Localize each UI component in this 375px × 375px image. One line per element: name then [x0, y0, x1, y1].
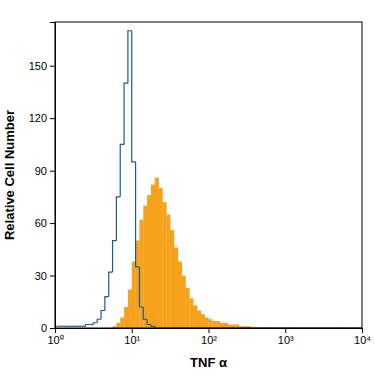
- y-axis-line: [50, 23, 56, 329]
- histogram-bar: [185, 288, 189, 328]
- histogram-step: [132, 31, 136, 162]
- histogram-bar: [216, 321, 220, 328]
- histogram-step: [86, 325, 90, 327]
- histogram-bar: [228, 325, 232, 328]
- histogram-bar: [209, 319, 213, 328]
- marks: [55, 31, 362, 328]
- histogram-bar: [120, 318, 124, 328]
- histogram-bar: [193, 305, 197, 328]
- y-tick: 120: [29, 112, 55, 124]
- histogram-bar: [235, 325, 239, 328]
- histogram-step: [78, 326, 82, 327]
- histogram-step: [136, 162, 140, 267]
- histogram-bar: [170, 230, 174, 328]
- y-tick: 90: [35, 165, 55, 177]
- histogram-bar: [232, 325, 236, 328]
- x-tick: 10¹: [124, 328, 140, 346]
- histogram-bar: [201, 314, 205, 328]
- histogram-step: [109, 272, 113, 296]
- y-tick-mark: [50, 66, 55, 67]
- histogram-bar: [124, 307, 128, 328]
- histogram-step: [151, 325, 155, 327]
- x-tick-label: 10⁴: [354, 334, 371, 346]
- chart: 10⁰ 10¹ 10² 10³ 10⁴ 0 30 60 90 120 150 TNF α Relativ…: [0, 0, 375, 375]
- histogram-step: [74, 326, 78, 327]
- histogram-step: [63, 326, 67, 327]
- x-tick: 10⁰: [47, 328, 63, 346]
- histogram-bar: [166, 214, 170, 328]
- y-tick-mark: [50, 171, 55, 172]
- histogram-bar: [151, 185, 155, 328]
- x-axis-title: TNF α: [190, 355, 227, 370]
- y-tick-label: 30: [35, 270, 47, 282]
- histogram-step: [143, 307, 147, 319]
- plot-frame: [55, 22, 362, 328]
- y-tick-label: 150: [29, 60, 47, 72]
- y-tick: 0: [41, 322, 55, 334]
- y-tick: 30: [35, 270, 55, 282]
- x-tick-label: 10³: [278, 334, 294, 346]
- series: [113, 178, 251, 328]
- y-tick-mark: [50, 276, 55, 277]
- y-tick-label: 90: [35, 165, 47, 177]
- histogram-step: [120, 144, 124, 196]
- histogram-bar: [220, 323, 224, 328]
- histogram-step: [139, 267, 143, 307]
- histogram-bar: [162, 202, 166, 328]
- histogram-bar: [116, 323, 120, 328]
- histogram-bar: [147, 195, 151, 328]
- x-tick-mark: [132, 328, 133, 333]
- histogram-step: [93, 323, 97, 325]
- y-tick-mark: [50, 118, 55, 119]
- y-tick-mark: [50, 223, 55, 224]
- plot: 10⁰ 10¹ 10² 10³ 10⁴ 0 30 60 90 120 150: [29, 22, 372, 346]
- histogram-step: [113, 241, 117, 272]
- histogram-step: [101, 311, 105, 320]
- histogram-step: [124, 83, 128, 144]
- x-tick-mark: [209, 328, 210, 333]
- histogram-bar: [182, 276, 186, 328]
- histogram-step: [97, 319, 101, 322]
- histogram-step: [70, 326, 74, 327]
- x-axis-line: [56, 329, 363, 334]
- x-tick: 10²: [201, 328, 217, 346]
- histogram-bar: [197, 311, 201, 328]
- y-tick: 60: [35, 217, 55, 229]
- histogram-bar: [224, 323, 228, 328]
- histogram-bar: [212, 321, 216, 328]
- histogram-step: [116, 197, 120, 241]
- y-tick-label: 60: [35, 217, 47, 229]
- y-tick-label: 0: [41, 322, 47, 334]
- y-tick: 150: [29, 60, 55, 72]
- histogram-bar: [155, 178, 159, 328]
- histogram-bar: [143, 206, 147, 328]
- x-axis: 10⁰ 10¹ 10² 10³ 10⁴: [47, 328, 371, 346]
- x-tick-mark: [362, 328, 363, 333]
- y-axis-title: Relative Cell Number: [2, 110, 17, 240]
- x-tick: 10³: [278, 328, 294, 346]
- histogram-step: [59, 326, 63, 327]
- x-tick-mark: [285, 328, 286, 333]
- histogram-bar: [189, 298, 193, 328]
- histogram-bar: [132, 262, 136, 328]
- y-axis: 0 30 60 90 120 150: [29, 23, 56, 335]
- histogram-step: [147, 319, 151, 324]
- histogram-step: [67, 326, 71, 327]
- y-tick-mark: [50, 328, 55, 329]
- histogram-bar: [174, 248, 178, 328]
- histogram-step: [105, 297, 109, 311]
- histogram-bar: [159, 188, 163, 328]
- y-tick-label: 120: [29, 112, 47, 124]
- histogram-bar: [128, 290, 132, 328]
- x-tick: 10⁴: [354, 328, 371, 346]
- x-tick-label: 10⁰: [47, 334, 63, 346]
- histogram-bar: [205, 318, 209, 328]
- series: [55, 31, 362, 328]
- histogram-bar: [178, 262, 182, 328]
- x-tick-label: 10²: [201, 334, 217, 346]
- x-tick-label: 10¹: [124, 334, 140, 346]
